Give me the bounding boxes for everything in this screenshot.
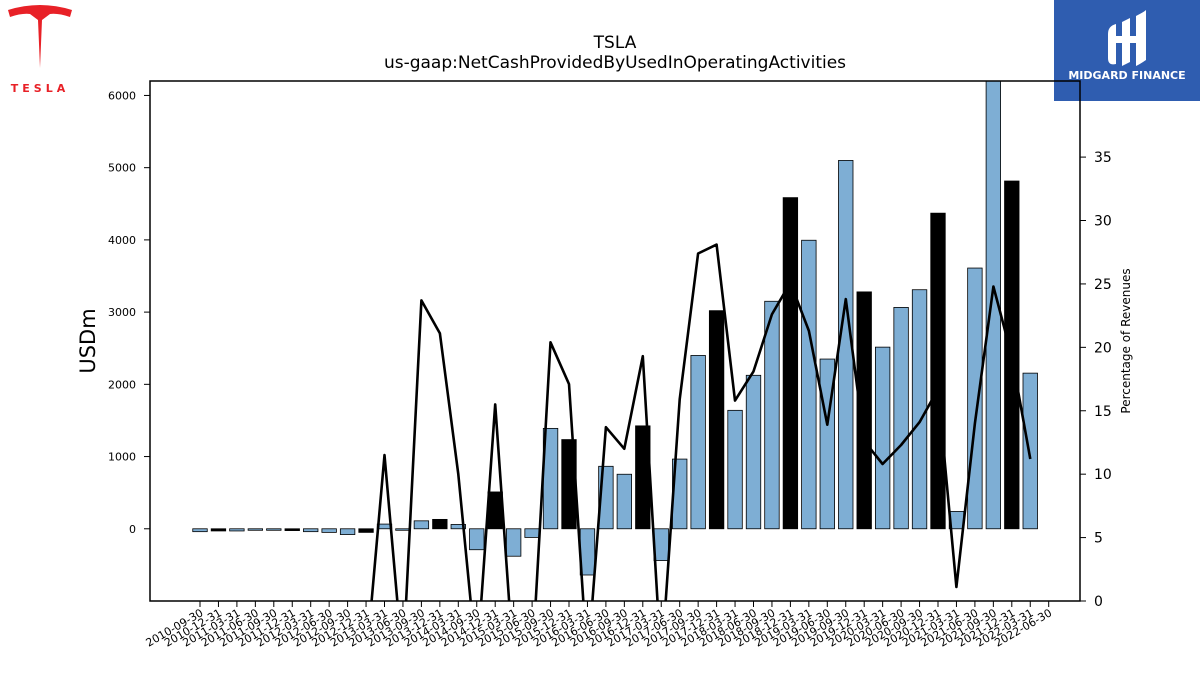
bar [469,528,485,551]
bar [856,291,872,530]
bar [413,520,430,530]
bar [432,518,448,530]
bar [192,528,208,533]
bar [911,289,928,530]
bar [745,374,762,530]
axes [149,80,1081,602]
chart-subtitle: us-gaap:NetCashProvidedByUsedInOperating… [384,53,846,73]
bar [764,300,780,530]
y-tick-label: 6000 [108,89,136,102]
bar [893,307,909,530]
bar [229,528,245,532]
y-tick-label: 2000 [108,378,136,391]
bar [339,528,356,535]
bar [210,528,227,532]
bar [930,212,946,530]
chart-title: TSLA [593,33,637,53]
bar [358,528,374,533]
bar [727,409,743,530]
bar [395,528,411,531]
y2-tick-label: 5 [1094,531,1103,547]
bar [450,524,466,530]
y-tick-label: 5000 [108,162,136,175]
y2-tick-label: 25 [1094,277,1112,293]
y2-tick-label: 35 [1094,150,1112,166]
plot-frame [149,80,1081,602]
midgard-mark-bar [1116,36,1138,43]
bar [875,346,891,530]
bar [284,528,300,531]
bar [616,473,632,530]
percentage-line [370,243,1032,601]
bar [967,267,983,530]
bar [524,528,540,538]
y-tick-label: 3000 [108,306,136,319]
bar [653,528,669,561]
bar [266,528,282,531]
y2-tick-label: 15 [1094,404,1112,420]
y2-axis-label: Percentage of Revenues [1119,268,1133,413]
y2-tick-label: 30 [1094,214,1112,230]
y-tick-label: 4000 [108,234,136,247]
tesla-t-icon [8,5,72,68]
y2-axis-ticks: 0 5 10 15 20 25 30 35 [1080,150,1112,610]
y-axis-label: USDm [76,308,100,373]
bar [1022,372,1038,530]
bar [801,239,817,530]
line-series [370,243,1032,601]
y2-tick-label: 20 [1094,340,1112,356]
bar [708,310,725,530]
tesla-logo [8,5,72,68]
y-axis-ticks: 0 1000 2000 3000 4000 5000 6000 [108,89,150,536]
y2-tick-label: 10 [1094,467,1112,483]
bar-series [192,81,1038,576]
bar [487,491,503,530]
y2-tick-label: 0 [1094,594,1103,610]
tesla-wordmark: TESLA [10,82,70,95]
x-axis-ticks: 2010-09-302010-12-312011-03-312011-06-30… [144,601,1054,650]
midgard-finance-name: MIDGARD FINANCE [1068,69,1186,82]
bar [247,528,264,531]
bar [505,528,522,557]
bar [303,528,319,533]
bar [690,355,706,530]
bar [321,528,337,533]
bar [985,81,1001,530]
y-tick-label: 0 [129,523,136,536]
bar [782,197,799,530]
y-tick-label: 1000 [108,451,136,464]
midgard-logo [1054,0,1200,101]
